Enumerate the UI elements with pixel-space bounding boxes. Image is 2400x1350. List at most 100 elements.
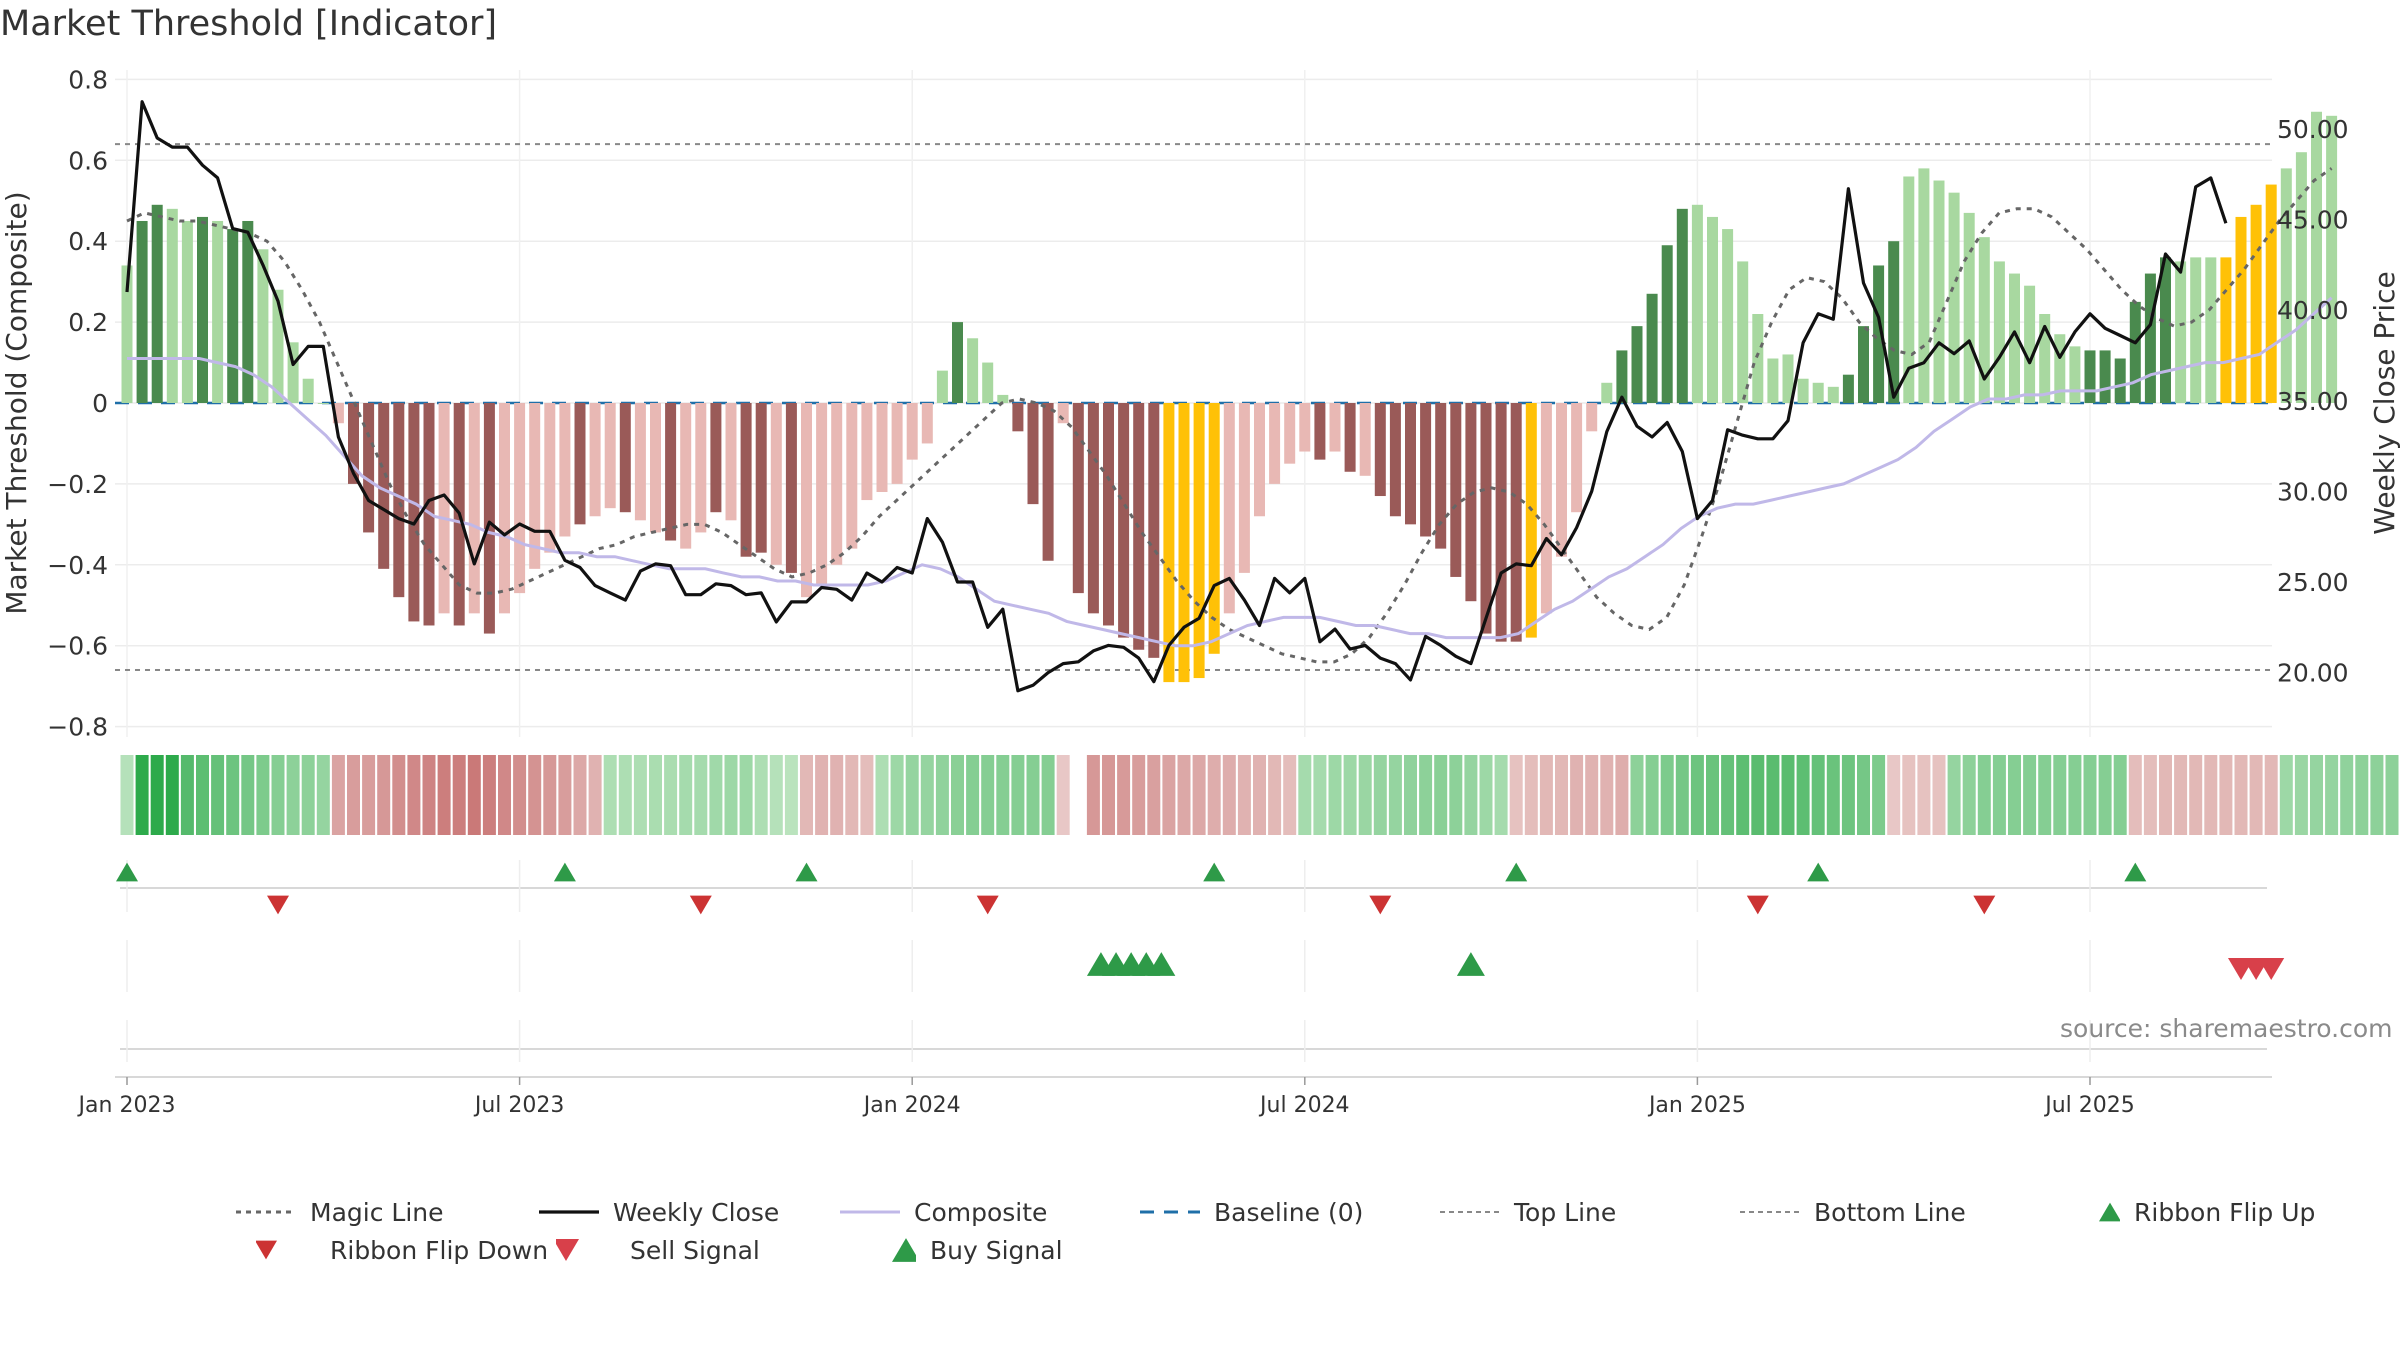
ribbon-cell <box>1857 755 1870 835</box>
ribbon-flip-up-marker <box>1807 862 1830 882</box>
ribbon-cell <box>1841 755 1855 835</box>
legend-item-buy: Buy Signal <box>856 1233 1063 1267</box>
magic-line <box>126 167 2333 664</box>
y-tick-label: 0 <box>92 389 108 418</box>
ribbon-cell <box>1570 755 1584 835</box>
bar <box>2129 301 2141 403</box>
bar <box>2235 216 2247 403</box>
ribbon-cell <box>2053 755 2067 835</box>
bar <box>846 403 858 549</box>
close-swatch-icon <box>539 1210 599 1214</box>
bar <box>348 403 359 484</box>
ribbon-cell <box>996 755 1010 835</box>
ribbon-cell <box>2249 755 2263 835</box>
bar <box>619 403 631 513</box>
flipup-swatch-icon <box>2099 1202 2120 1222</box>
ribbon-cell <box>407 755 421 835</box>
ribbon-cell <box>1600 755 1614 835</box>
legend-item-baseline: Baseline (0) <box>1140 1195 1363 1229</box>
ribbon-cell <box>633 755 647 835</box>
bar <box>2311 111 2322 403</box>
ribbon-cell <box>513 755 527 835</box>
bar <box>1722 229 1734 403</box>
ribbon-cell <box>2310 755 2323 835</box>
ribbon-cell <box>890 755 904 835</box>
ribbon-cell <box>2294 755 2308 835</box>
legend-item-bottom: Bottom Line <box>1740 1195 1966 1229</box>
ribbon-cell <box>256 755 270 835</box>
bar <box>1691 204 1703 403</box>
ribbon-cell <box>528 755 542 835</box>
ribbon-cell <box>1056 755 1070 835</box>
bar <box>982 362 994 403</box>
ribbon-cell <box>1298 755 1312 835</box>
bar <box>906 403 918 460</box>
sell-swatch-icon <box>556 1238 579 1262</box>
bar <box>483 403 495 634</box>
ribbon-cell <box>150 755 164 835</box>
y-axis-right: 50.00 45.00 40.00 35.00 30.00 25.00 20.00 <box>2277 115 2349 688</box>
bar <box>634 403 646 521</box>
ribbon-cell <box>709 755 723 835</box>
bar <box>876 403 888 492</box>
ribbon-cell <box>1011 755 1025 835</box>
ribbon-cell <box>286 755 300 835</box>
bar <box>1178 403 1190 683</box>
bar <box>1737 261 1749 403</box>
bar <box>1525 403 1537 638</box>
legend-label: Weekly Close <box>613 1197 780 1227</box>
bar <box>1148 403 1160 658</box>
legend-label: Baseline (0) <box>1214 1197 1364 1227</box>
bar <box>2114 358 2126 403</box>
bar <box>680 403 692 549</box>
ribbon-cell <box>1781 755 1795 835</box>
signal-panels <box>115 860 2285 1078</box>
bar <box>770 403 782 565</box>
ribbon-cell <box>1464 755 1478 835</box>
bar <box>2024 285 2036 403</box>
ribbon-cell <box>1736 755 1750 835</box>
bar <box>861 403 873 501</box>
ribbon-cell <box>1645 755 1659 835</box>
ribbon-cell <box>2159 755 2172 835</box>
top-swatch-icon <box>1440 1211 1500 1213</box>
y-tick-label: −0.2 <box>47 470 108 499</box>
bar <box>1284 403 1296 464</box>
buy-signal-marker <box>1147 952 1176 976</box>
ribbon-cell <box>1796 755 1810 835</box>
bar <box>1646 293 1658 403</box>
ribbon-cell <box>422 755 436 835</box>
ribbon-cell <box>981 755 995 835</box>
y-tick-label: 0.6 <box>68 146 108 175</box>
legend-label: Bottom Line <box>1814 1197 1966 1227</box>
bar <box>2054 334 2066 403</box>
bar <box>1329 403 1341 452</box>
ribbon-cell <box>1630 755 1644 835</box>
ribbon-flip-up-marker <box>795 862 818 882</box>
bar <box>2205 257 2217 403</box>
ribbon-cell <box>2023 755 2037 835</box>
ribbon-cell <box>1690 755 1704 835</box>
ribbon-cell <box>452 755 466 835</box>
bar <box>695 403 707 533</box>
legend-item-top: Top Line <box>1440 1195 1616 1229</box>
bar <box>1797 378 1809 403</box>
y-axis-label: Market Threshold (Composite) <box>0 191 33 614</box>
y2-tick-label: 45.00 <box>2277 206 2349 235</box>
bar <box>1676 208 1688 403</box>
bar <box>408 403 420 622</box>
ribbon-flip-up-marker <box>2124 862 2147 882</box>
bar <box>801 403 812 598</box>
ribbon-cell <box>2385 755 2399 835</box>
ribbon-flip-up-marker <box>1505 862 1528 882</box>
ribbon-cell <box>437 755 451 835</box>
bar <box>785 403 797 573</box>
ribbon-flip-down-marker <box>1369 895 1392 915</box>
ribbon-cell <box>754 755 768 835</box>
ribbon-cell <box>724 755 738 835</box>
bar <box>1269 403 1281 484</box>
ribbon-cell <box>1479 755 1493 835</box>
x-tick-label: Jan 2023 <box>77 1093 176 1118</box>
ribbon-cell <box>1660 755 1674 835</box>
bar <box>1027 403 1039 505</box>
